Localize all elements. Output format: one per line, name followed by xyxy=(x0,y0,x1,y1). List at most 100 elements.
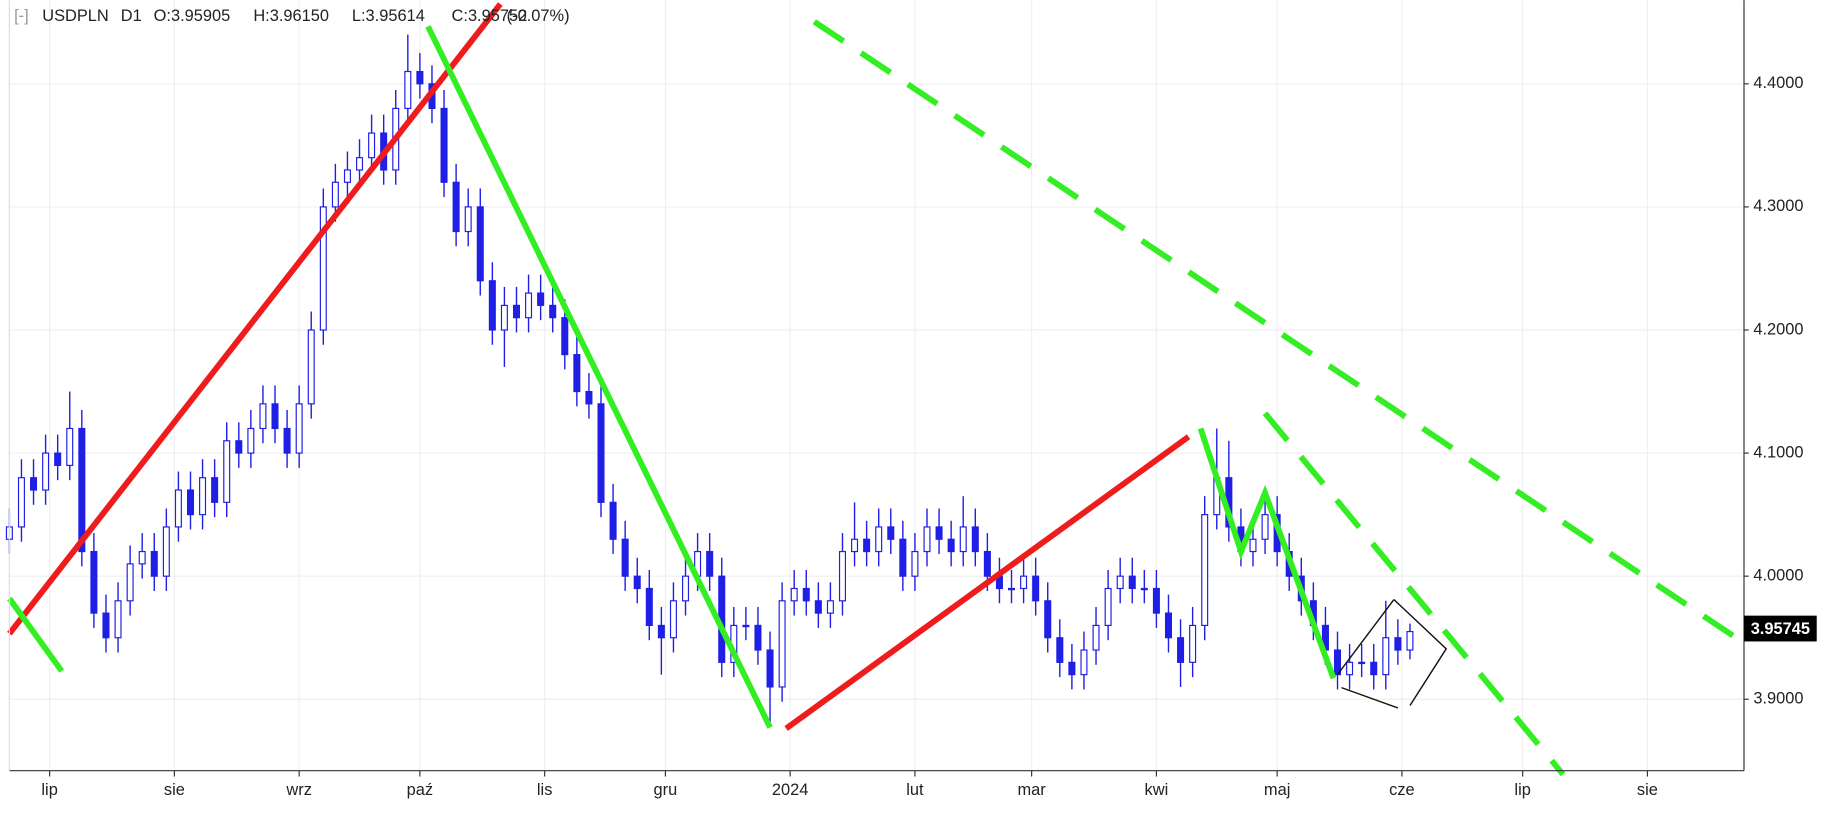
candle-body xyxy=(1261,514,1269,540)
dashed-trendline xyxy=(1262,411,1566,777)
candle-body xyxy=(1080,649,1088,676)
candle-body xyxy=(1382,637,1390,676)
candle-body xyxy=(1406,630,1414,651)
candle-body xyxy=(1394,637,1402,651)
candle-body xyxy=(645,587,653,627)
candle-body xyxy=(271,403,279,430)
candle-body xyxy=(838,550,847,602)
candle-body xyxy=(1044,600,1052,639)
candle-body xyxy=(597,403,605,503)
candle-body xyxy=(1164,612,1172,639)
x-tick-label: kwi xyxy=(1145,781,1169,799)
candle-body xyxy=(1104,587,1112,627)
candle-body xyxy=(464,206,472,233)
candle-body xyxy=(754,624,762,651)
candle-body xyxy=(488,280,496,331)
trendline xyxy=(7,596,65,673)
candle-body xyxy=(585,390,593,405)
y-tick-label: 4.0000 xyxy=(1753,567,1803,585)
y-tick-label: 4.3000 xyxy=(1753,197,1803,215)
toggle[interactable]: [-] xyxy=(14,7,29,25)
price-box xyxy=(1744,615,1817,642)
candle-body xyxy=(537,292,545,306)
y-tick-label: 4.4000 xyxy=(1753,74,1803,92)
x-tick-label: sie xyxy=(164,781,185,799)
candle-body xyxy=(90,550,98,614)
axes: 3.9000 4.0000 4.1000 4.2000 4.3000 4.4000 lip s… xyxy=(8,0,1804,799)
candle-body xyxy=(682,575,690,602)
candle-body xyxy=(211,477,219,503)
candle-body xyxy=(186,489,195,516)
candle-body xyxy=(259,403,267,430)
y-tick-label: 3.9000 xyxy=(1753,690,1803,708)
candle-body xyxy=(851,538,859,553)
candle-body xyxy=(416,70,424,85)
candle-body xyxy=(404,70,412,110)
price-value: 3.95745 xyxy=(1751,620,1810,638)
candle-body xyxy=(500,304,508,331)
y-tick-label: 4.1000 xyxy=(1753,443,1803,461)
candle-body xyxy=(368,132,376,159)
x-tick-label: lis xyxy=(537,781,553,799)
candle-body xyxy=(863,538,871,553)
candle-body xyxy=(1333,649,1342,676)
candle-body xyxy=(1056,637,1064,663)
candle-body xyxy=(476,206,484,282)
candle-body xyxy=(1249,538,1257,553)
x-tick-label: maj xyxy=(1264,781,1290,799)
candle-body xyxy=(247,427,255,454)
candle-body xyxy=(343,169,351,183)
high-value: H:3.96150 xyxy=(253,7,329,25)
candle-body xyxy=(706,550,714,577)
timeframe: D1 xyxy=(121,7,142,25)
trendline xyxy=(1341,686,1399,709)
candle-body xyxy=(1370,661,1378,676)
candle-body xyxy=(923,526,931,553)
candle-body xyxy=(887,526,895,540)
candle-body xyxy=(899,538,907,577)
candle-body xyxy=(162,526,170,577)
x-tick-label: wrz xyxy=(285,781,312,799)
y-tick-label: 4.2000 xyxy=(1753,320,1803,338)
candle-body xyxy=(283,427,291,454)
candle-body xyxy=(947,538,955,553)
candle-body xyxy=(295,403,303,454)
candle-body xyxy=(150,550,158,577)
symbol: USDPLN xyxy=(42,7,109,25)
candle-body xyxy=(959,526,967,553)
candle-body xyxy=(307,329,315,405)
candle-body xyxy=(1116,575,1124,590)
open-value: O:3.95905 xyxy=(154,7,231,25)
candle-body xyxy=(561,317,569,356)
trendline xyxy=(784,434,1191,731)
candle-body xyxy=(174,489,182,528)
candle-body xyxy=(778,600,786,688)
x-tick-label: mar xyxy=(1018,781,1047,799)
candle-body xyxy=(66,427,74,466)
candle-body xyxy=(1177,637,1185,663)
candle-body xyxy=(102,612,110,639)
candle-body xyxy=(766,649,774,688)
candle-body xyxy=(319,206,327,331)
candle-body xyxy=(971,526,979,553)
candle-body xyxy=(512,304,521,319)
candle-body xyxy=(223,440,231,503)
candle-body xyxy=(621,538,629,577)
x-tick-label: gru xyxy=(654,781,678,799)
x-tick-label: 2024 xyxy=(772,781,809,799)
candle-body xyxy=(814,600,822,614)
x-tick-label: lut xyxy=(906,781,924,799)
x-tick-label: sie xyxy=(1637,781,1658,799)
candle-body xyxy=(875,526,883,553)
candle-body xyxy=(199,477,207,516)
candle-body xyxy=(126,563,134,602)
candle-body xyxy=(633,575,641,590)
candle-body xyxy=(1358,661,1366,665)
candle-body xyxy=(826,600,834,614)
candle-body xyxy=(525,292,533,319)
candle-body xyxy=(331,181,339,208)
dashed-trendline xyxy=(812,19,1746,646)
candle-body xyxy=(549,304,557,319)
